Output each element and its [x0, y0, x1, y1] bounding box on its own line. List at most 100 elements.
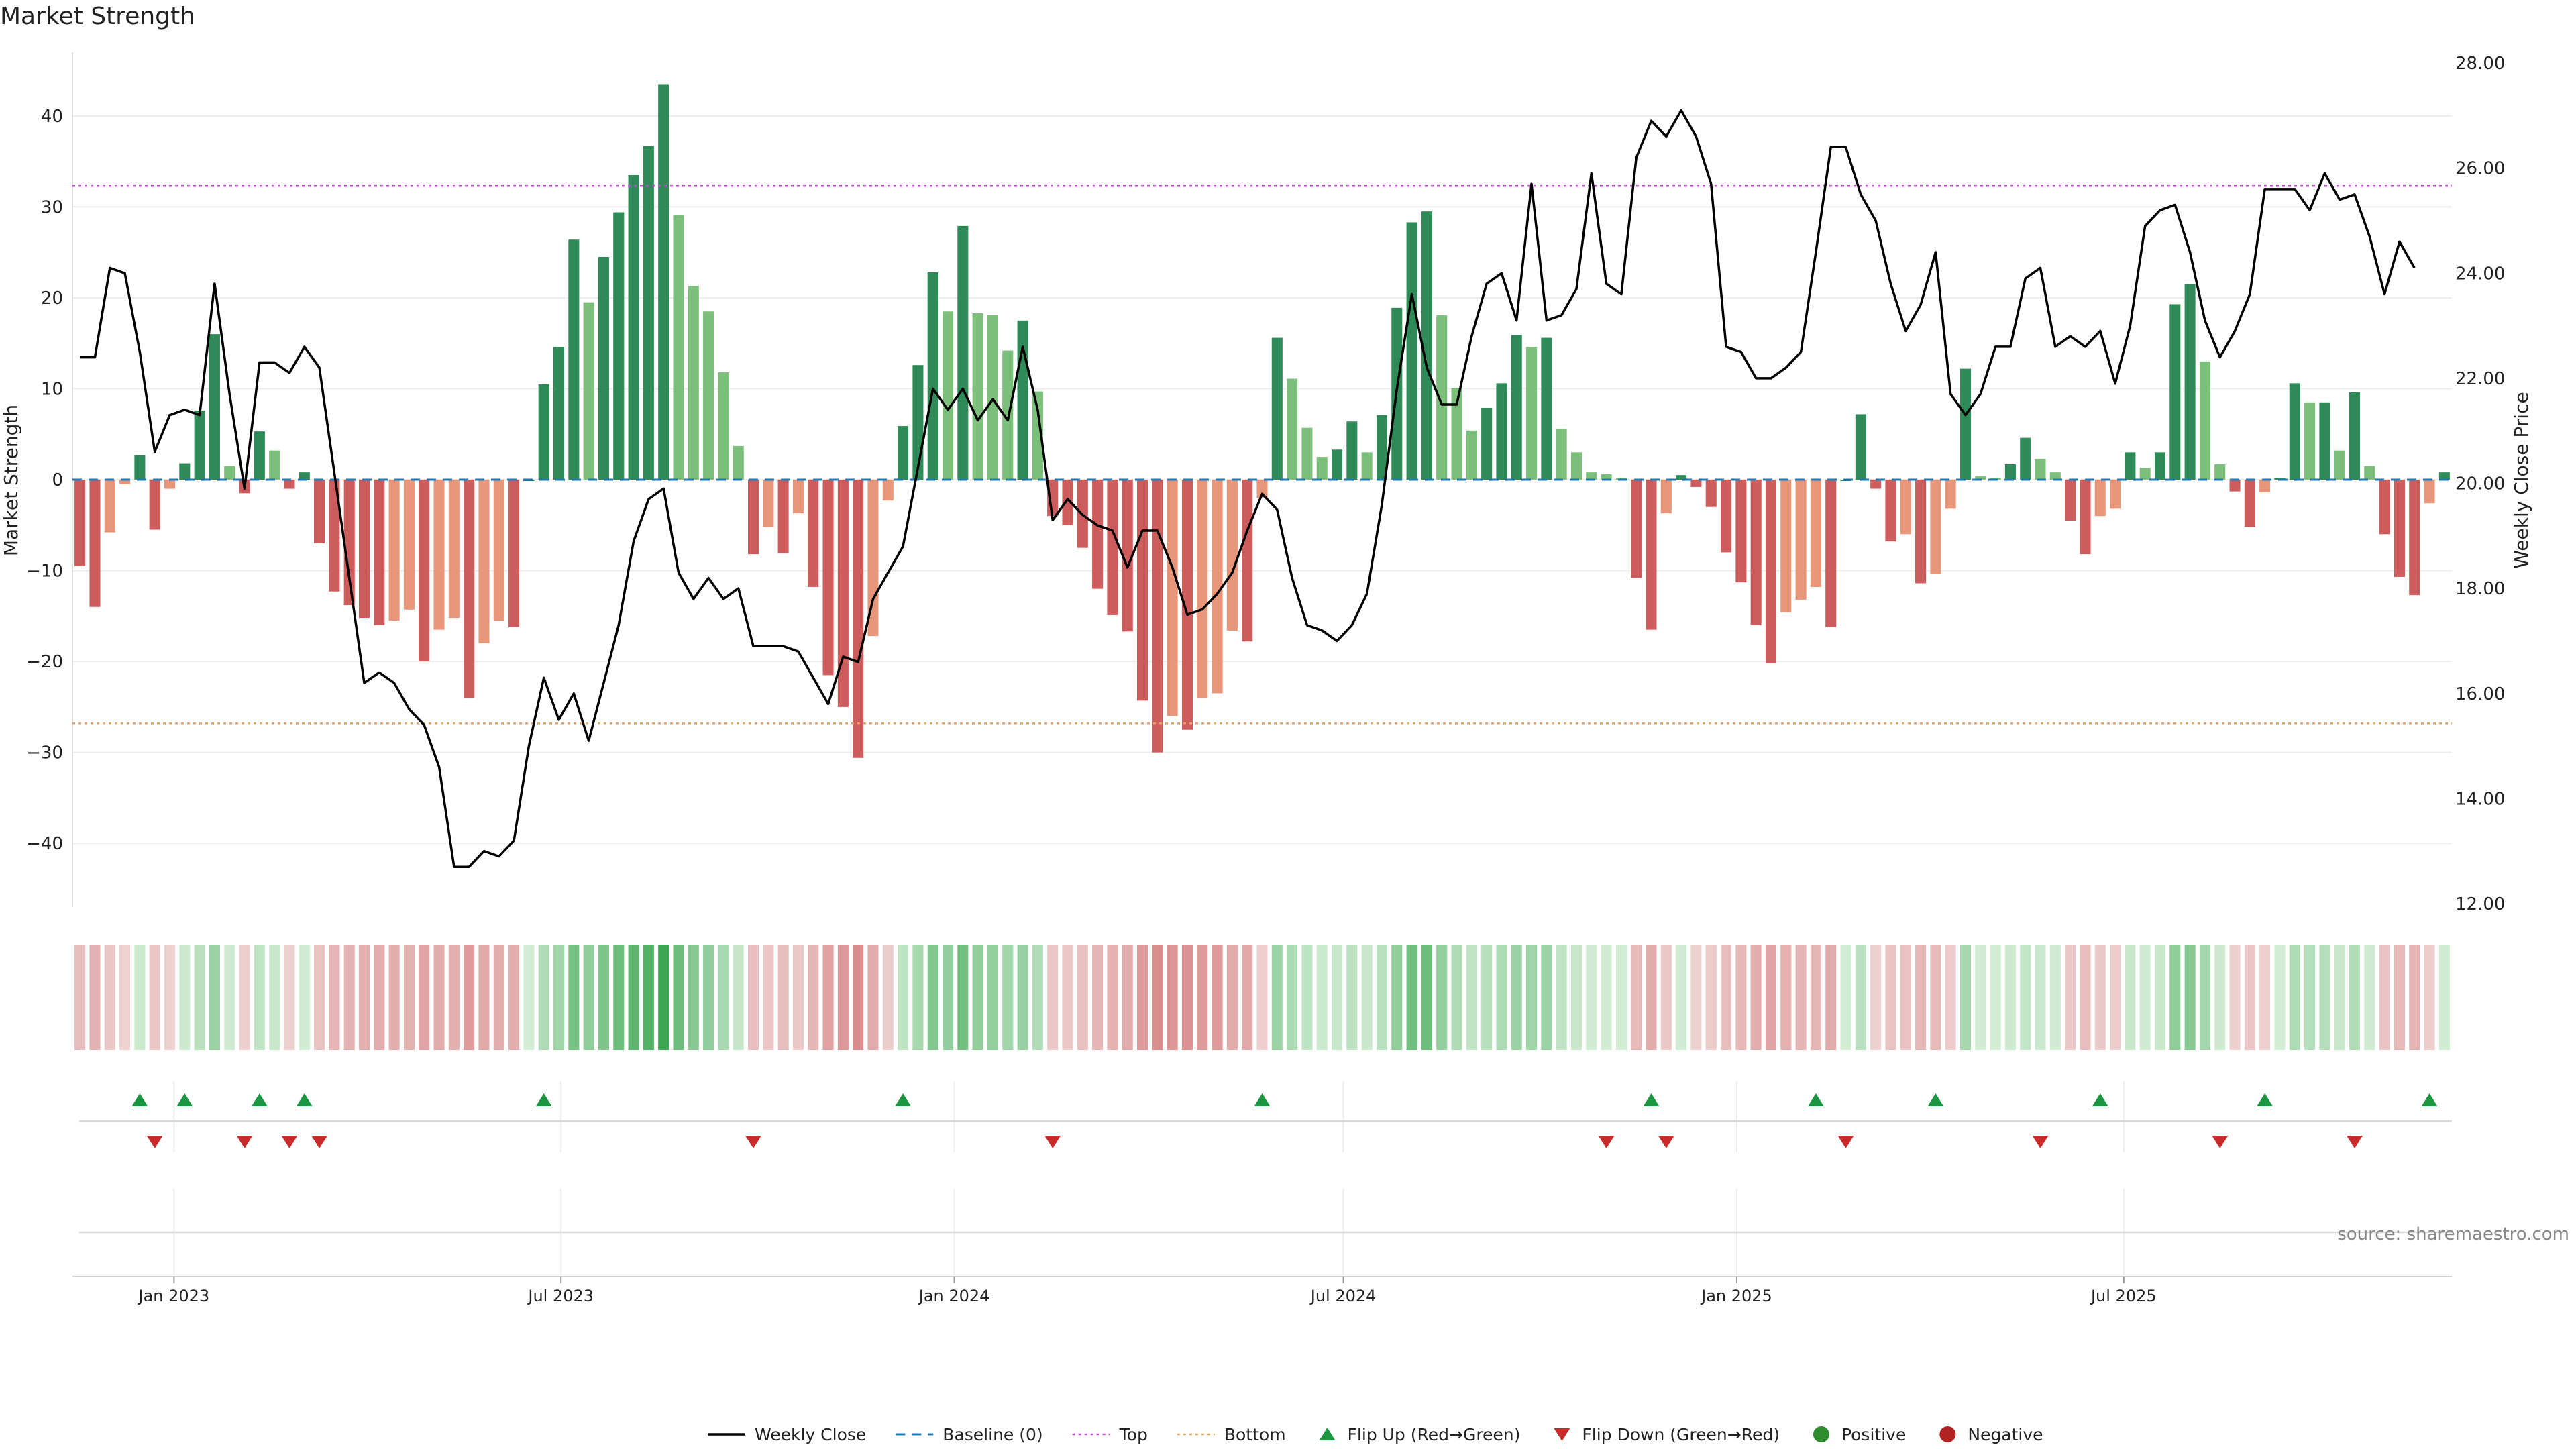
strength-tile	[867, 945, 879, 1050]
strength-bar	[1526, 347, 1538, 480]
strength-tile	[2214, 945, 2226, 1050]
strength-tile	[568, 945, 580, 1050]
strength-bar	[1705, 480, 1717, 507]
strength-tile	[523, 945, 535, 1050]
strength-tile	[987, 945, 998, 1050]
strength-bar	[2349, 392, 2361, 480]
strength-bar	[613, 212, 625, 480]
strength-tile	[1870, 945, 1882, 1050]
strength-tile	[1750, 945, 1762, 1050]
strength-tile	[2094, 945, 2106, 1050]
strength-tile	[1032, 945, 1043, 1050]
strength-bar	[1885, 480, 1896, 542]
strength-tile	[2334, 945, 2345, 1050]
strength-tile	[2169, 945, 2181, 1050]
reference-lines	[72, 184, 2452, 724]
strength-tile	[808, 945, 819, 1050]
sign-marker-panel	[79, 1189, 2452, 1275]
strength-tile	[164, 945, 176, 1050]
strength-bar	[74, 480, 86, 566]
strength-tile	[74, 945, 86, 1050]
strength-bar	[194, 410, 205, 480]
legend-item: Bottom	[1177, 1425, 1286, 1444]
right-tick-label: 14.00	[2455, 789, 2505, 809]
strength-tile	[209, 945, 220, 1050]
right-tick-label: 22.00	[2455, 369, 2505, 389]
strength-bar	[343, 480, 355, 606]
strength-tile	[1735, 945, 1747, 1050]
right-tick-label: 16.00	[2455, 684, 2505, 704]
strength-tile	[2080, 945, 2091, 1050]
strength-bar	[1750, 480, 1762, 625]
strength-bar	[628, 174, 639, 480]
strength-bar	[1361, 452, 1373, 480]
strength-tile	[358, 945, 370, 1050]
strength-tile	[2319, 945, 2330, 1050]
strength-bar	[763, 480, 774, 527]
strength-bar	[2184, 284, 2196, 480]
strength-bar	[2020, 437, 2031, 480]
strength-bar	[2214, 464, 2226, 480]
strength-bar	[299, 472, 310, 480]
x-tick-label: Jan 2025	[1700, 1287, 1772, 1305]
strength-bar	[598, 256, 609, 480]
strength-bar	[1152, 480, 1163, 753]
strength-tile	[1990, 945, 2001, 1050]
strength-bar	[1586, 472, 1597, 480]
strength-bar	[1511, 335, 1522, 480]
strength-bar	[1570, 452, 1582, 480]
strength-tile	[1646, 945, 1657, 1050]
strength-tile	[419, 945, 430, 1050]
strength-bar	[1870, 480, 1882, 489]
strength-tile	[1332, 945, 1343, 1050]
strength-tile	[1181, 945, 1193, 1050]
strength-bar	[1795, 480, 1807, 600]
strength-tile	[763, 945, 774, 1050]
strength-tile	[2349, 945, 2361, 1050]
strength-tile	[882, 945, 894, 1050]
legend-item: Top	[1072, 1425, 1148, 1444]
strength-tile	[853, 945, 864, 1050]
strength-tile	[343, 945, 355, 1050]
flip-up-marker	[535, 1093, 552, 1106]
strength-tile	[1107, 945, 1118, 1050]
strength-tile	[1825, 945, 1837, 1050]
strength-bar	[867, 480, 879, 637]
strength-tile	[1391, 945, 1403, 1050]
strength-bar	[1556, 429, 1567, 480]
flip-down-marker	[146, 1136, 163, 1148]
right-y-axis: 12.00 14.00 16.00 18.00 20.00 22.00 24.00 26.00…	[2455, 54, 2505, 914]
strength-tile	[2409, 945, 2420, 1050]
flip-down-marker	[1598, 1136, 1615, 1148]
strength-bar	[1721, 480, 1732, 553]
strength-tile	[2438, 945, 2450, 1050]
strength-bar	[2394, 480, 2405, 578]
strength-tile	[688, 945, 699, 1050]
strength-bar	[2035, 458, 2046, 480]
strength-bar	[2259, 480, 2271, 492]
strength-bar	[747, 480, 759, 555]
strength-tile	[1975, 945, 1986, 1050]
strength-bar	[329, 480, 340, 592]
strength-bar	[808, 480, 819, 587]
strength-bar	[1496, 383, 1507, 480]
strength-tile	[254, 945, 265, 1050]
strength-tile	[1541, 945, 1552, 1050]
strength-bar	[837, 480, 849, 707]
strength-bar	[2304, 402, 2316, 480]
strength-bar	[957, 225, 969, 480]
flip-up-marker	[131, 1093, 148, 1106]
strength-tile	[1316, 945, 1328, 1050]
strength-bar	[1466, 430, 1477, 480]
strength-tile	[822, 945, 834, 1050]
strength-tile	[2065, 945, 2076, 1050]
strength-bar	[1676, 475, 1687, 480]
strength-bar	[583, 302, 594, 480]
strength-tile	[1466, 945, 1477, 1050]
chart-title: Market Strength	[0, 3, 195, 30]
strength-bar	[568, 239, 580, 480]
strength-bar	[448, 480, 460, 619]
strength-bar	[2334, 450, 2345, 480]
strength-bar	[1332, 449, 1343, 480]
